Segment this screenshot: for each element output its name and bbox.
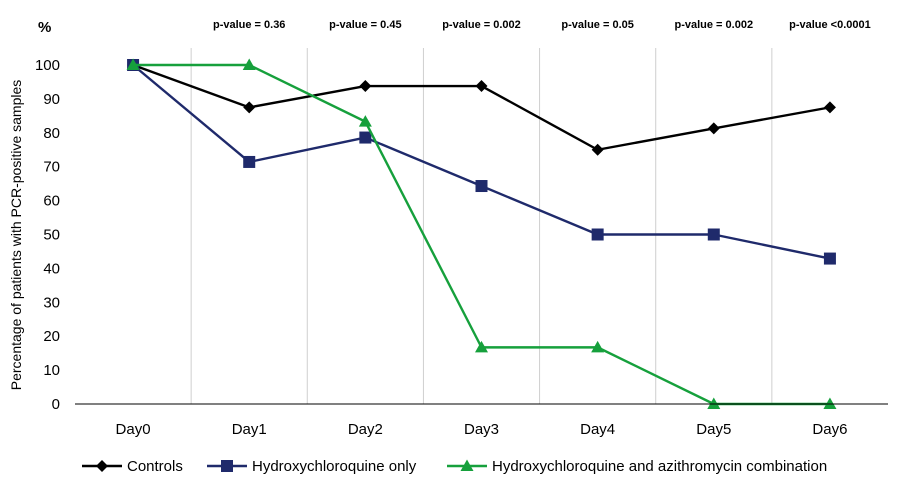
p-value-label: p-value = 0.36 bbox=[213, 19, 285, 31]
data-point bbox=[243, 155, 256, 168]
legend: Controls Hydroxychloroquine only Hydroxych… bbox=[82, 458, 827, 475]
x-tick-label: Day2 bbox=[348, 421, 383, 438]
series-line bbox=[132, 64, 831, 260]
p-value-label: p-value = 0.002 bbox=[442, 19, 521, 31]
data-point bbox=[823, 101, 836, 114]
y-axis-title: Percentage of patients with PCR-positive… bbox=[8, 80, 24, 390]
data-point bbox=[475, 80, 488, 93]
y-axis-ticks: 0 10 20 30 40 50 60 70 80 90 100 bbox=[35, 57, 60, 413]
data-point bbox=[707, 228, 720, 241]
data-point bbox=[475, 180, 488, 193]
x-tick-label: Day1 bbox=[232, 421, 267, 438]
data-point bbox=[358, 115, 372, 127]
data-point bbox=[243, 101, 256, 114]
y-tick-label: 20 bbox=[43, 328, 60, 345]
legend-label: Hydroxychloroquine only bbox=[252, 458, 417, 475]
x-tick-label: Day4 bbox=[580, 421, 615, 438]
y-unit-label: % bbox=[38, 19, 51, 36]
y-tick-label: 80 bbox=[43, 125, 60, 142]
legend-label: Controls bbox=[127, 458, 183, 475]
p-value-label: p-value = 0.45 bbox=[329, 19, 401, 31]
data-point bbox=[359, 131, 372, 144]
x-axis-ticks: Day0 Day1 Day2 Day3 Day4 Day5 Day6 bbox=[116, 421, 848, 438]
x-tick-label: Day6 bbox=[812, 421, 847, 438]
series-line bbox=[132, 63, 831, 151]
data-point bbox=[242, 58, 256, 70]
data-point bbox=[126, 58, 140, 70]
y-tick-label: 10 bbox=[43, 362, 60, 379]
data-point bbox=[823, 252, 836, 265]
data-point bbox=[707, 122, 720, 135]
data-point bbox=[823, 397, 837, 409]
legend-label: Hydroxychloroquine and azithromycin comb… bbox=[492, 458, 827, 475]
p-value-label: p-value <0.0001 bbox=[789, 19, 871, 31]
legend-marker bbox=[460, 459, 474, 471]
series-lines bbox=[126, 58, 837, 409]
data-point bbox=[359, 80, 372, 93]
data-point bbox=[591, 340, 605, 353]
data-point bbox=[707, 397, 721, 409]
vertical-gridlines bbox=[190, 48, 773, 404]
x-tick-label: Day5 bbox=[696, 421, 731, 438]
data-point bbox=[591, 228, 604, 241]
legend-marker bbox=[96, 460, 108, 472]
y-tick-label: 100 bbox=[35, 57, 60, 74]
data-point bbox=[591, 143, 604, 156]
x-tick-label: Day0 bbox=[116, 421, 151, 438]
data-point bbox=[475, 340, 488, 353]
series-line bbox=[133, 63, 830, 406]
p-value-annotations: p-value = 0.36 p-value = 0.45 p-value = 0.… bbox=[213, 19, 871, 31]
y-tick-label: 60 bbox=[43, 193, 60, 210]
y-tick-label: 70 bbox=[43, 159, 60, 176]
x-tick-label: Day3 bbox=[464, 421, 499, 438]
y-tick-label: 0 bbox=[52, 396, 60, 413]
y-tick-label: 90 bbox=[43, 91, 60, 108]
y-tick-label: 40 bbox=[43, 260, 60, 277]
y-tick-label: 30 bbox=[43, 294, 60, 311]
p-value-label: p-value = 0.05 bbox=[561, 19, 633, 31]
legend-marker bbox=[221, 460, 233, 472]
y-tick-label: 50 bbox=[43, 227, 60, 244]
p-value-label: p-value = 0.002 bbox=[674, 19, 753, 31]
